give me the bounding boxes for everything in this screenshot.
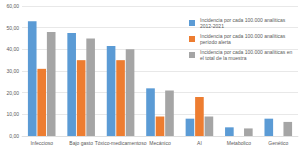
svg-text:Metabolico: Metabolico bbox=[227, 140, 251, 146]
svg-text:AI: AI bbox=[197, 140, 202, 146]
svg-text:Bajo gasto: Bajo gasto bbox=[69, 140, 93, 146]
svg-text:Incidencia por cada 100.000 an: Incidencia por cada 100.000 analíticas bbox=[200, 33, 287, 39]
svg-text:Tóxico-medicamentoso: Tóxico-medicamentoso bbox=[95, 140, 147, 146]
svg-text:2012-2021: 2012-2021 bbox=[200, 23, 224, 29]
svg-text:40,00: 40,00 bbox=[6, 46, 19, 52]
svg-text:60,00: 60,00 bbox=[6, 3, 19, 9]
svg-text:Infeccioso: Infeccioso bbox=[30, 140, 53, 146]
svg-text:50,00: 50,00 bbox=[6, 25, 19, 31]
svg-text:30,00: 30,00 bbox=[6, 68, 19, 74]
svg-text:20,00: 20,00 bbox=[6, 90, 19, 96]
svg-text:Genético: Genético bbox=[268, 140, 288, 146]
svg-text:Incidencia por cada 100.000 an: Incidencia por cada 100.000 analíticas bbox=[200, 17, 287, 23]
svg-text:Incidencia por cada 100.000 an: Incidencia por cada 100.000 analíticas e… bbox=[200, 49, 294, 55]
svg-text:período alerta: período alerta bbox=[200, 39, 231, 45]
svg-text:0,00: 0,00 bbox=[9, 133, 19, 139]
svg-text:Mecánico: Mecánico bbox=[149, 140, 171, 146]
svg-text:10,00: 10,00 bbox=[6, 111, 19, 117]
svg-text:el total de la muestra: el total de la muestra bbox=[200, 55, 247, 61]
